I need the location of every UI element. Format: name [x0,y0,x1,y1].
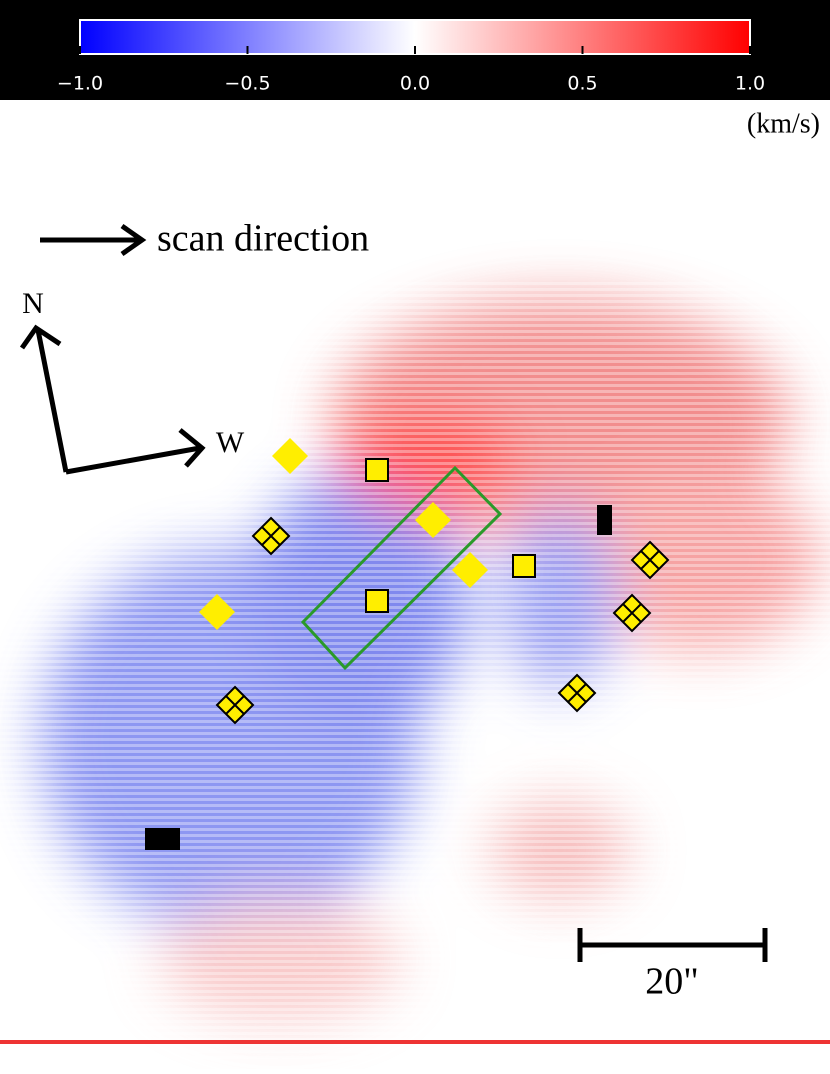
velocity-map [0,280,830,1060]
diamonds [199,438,488,630]
arrows [19,223,768,962]
colorbar-tick-label: −1.0 [57,73,103,95]
slit-box [300,465,503,671]
west-label: W [216,426,245,459]
scan-label: scan direction [157,218,369,260]
crosses [215,516,670,725]
scale-label: 20" [645,961,699,1003]
colorbar-tick-label: 1.0 [735,73,765,95]
markers [365,458,536,613]
unit-label: (km/s) [747,108,820,139]
colorbar-tick-label: −0.5 [224,73,270,95]
north-label: N [22,287,44,320]
colorbar-tick-label: 0.0 [400,73,430,95]
colorbar-tick-label: 0.5 [567,73,597,95]
